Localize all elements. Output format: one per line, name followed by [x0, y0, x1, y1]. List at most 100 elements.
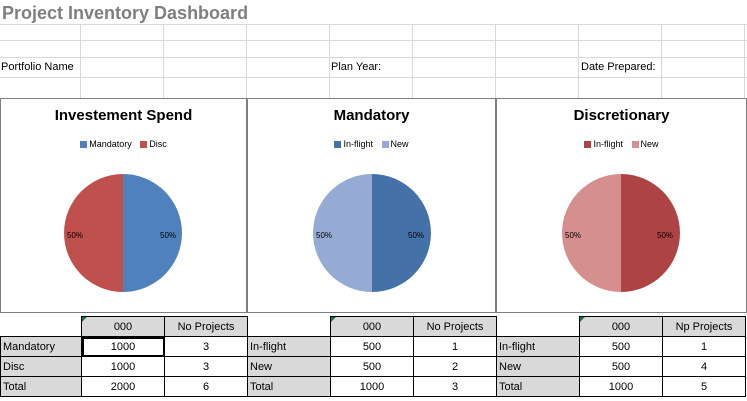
- legend-label: Disc: [149, 139, 167, 149]
- data-label: 50%: [565, 231, 582, 240]
- value-cell[interactable]: 500: [579, 356, 663, 377]
- count-cell[interactable]: 2: [413, 356, 497, 377]
- value-cell[interactable]: 500: [579, 336, 663, 357]
- chart-legend: In-flight New: [497, 139, 746, 149]
- legend-item: Mandatory: [80, 139, 132, 149]
- table-row: In-flight 500 1: [247, 336, 497, 357]
- column-header[interactable]: 000: [81, 316, 165, 337]
- data-label: 50%: [160, 231, 177, 240]
- row-label[interactable]: Total: [247, 376, 331, 397]
- page-title: Project Inventory Dashboard: [2, 3, 249, 23]
- pie-slice-disc[interactable]: [64, 174, 123, 292]
- table-row: Total 2000 6: [0, 376, 248, 397]
- count-cell[interactable]: 1: [413, 336, 497, 357]
- blank-cell[interactable]: [248, 317, 331, 337]
- legend-label: In-flight: [343, 139, 373, 149]
- gridline: [80, 24, 81, 98]
- pie-svg: [562, 174, 680, 292]
- chart-title: Investement Spend: [54, 107, 193, 124]
- legend-label: New: [640, 139, 659, 149]
- row-label[interactable]: In-flight: [496, 336, 580, 357]
- pie-slice-mandatory[interactable]: [123, 174, 182, 292]
- chart-title: Mandatory: [333, 107, 410, 124]
- count-cell[interactable]: 3: [164, 356, 248, 377]
- plan-year-label[interactable]: Plan Year:: [331, 61, 382, 73]
- chart-discretionary[interactable]: Discretionary In-flight New 50% 50%: [496, 98, 747, 313]
- legend-item: New: [381, 139, 409, 149]
- pie-slice-in-flight[interactable]: [372, 174, 431, 292]
- table-header-row: 000 No Projects: [1, 316, 248, 337]
- data-label: 50%: [657, 231, 674, 240]
- legend-item: New: [631, 139, 659, 149]
- legend-label: Mandatory: [89, 139, 132, 149]
- legend-item: Disc: [140, 139, 167, 149]
- comment-indicator-icon: [82, 317, 87, 322]
- column-header[interactable]: No Projects: [164, 316, 248, 337]
- count-cell[interactable]: 1: [662, 336, 746, 357]
- gridline: [661, 24, 662, 98]
- blank-cell[interactable]: [497, 317, 580, 337]
- pie-slice-new[interactable]: [562, 174, 621, 292]
- legend-item: In-flight: [334, 139, 373, 149]
- row-label[interactable]: New: [247, 356, 331, 377]
- value-cell[interactable]: 1000: [81, 356, 165, 377]
- column-header[interactable]: 000: [330, 316, 414, 337]
- column-header-label: 000: [611, 320, 631, 333]
- pie-slice-in-flight[interactable]: [621, 174, 680, 292]
- gridline: [578, 24, 579, 98]
- legend-label: New: [390, 139, 409, 149]
- table-row: Total 1000 5: [496, 376, 746, 397]
- legend-label: In-flight: [593, 139, 623, 149]
- gridline: [412, 24, 413, 98]
- data-label: 50%: [67, 231, 84, 240]
- table-row: New 500 2: [247, 356, 497, 377]
- value-cell[interactable]: 500: [330, 356, 414, 377]
- portfolio-name-label[interactable]: Portfolio Name: [1, 61, 74, 73]
- count-cell[interactable]: 3: [164, 336, 248, 357]
- value-cell[interactable]: 1000: [81, 336, 165, 357]
- legend-swatch: [381, 141, 389, 148]
- gridline: [0, 24, 747, 25]
- count-cell[interactable]: 5: [662, 376, 746, 397]
- chart-title: Discretionary: [573, 107, 670, 124]
- count-cell[interactable]: 4: [662, 356, 746, 377]
- gridline: [0, 57, 747, 58]
- table-header-row: 000 Np Projects: [497, 316, 746, 337]
- date-prepared-label[interactable]: Date Prepared:: [581, 61, 656, 73]
- table-discretionary: 000 Np Projects In-flight 500 1 New 500 …: [496, 316, 746, 397]
- chart-investment-spend[interactable]: Investement Spend Mandatory Disc 50% 50%: [0, 98, 247, 313]
- comment-indicator-icon: [580, 317, 585, 322]
- table-header-row: 000 No Projects: [248, 316, 497, 337]
- pie-svg: [313, 174, 431, 292]
- row-label[interactable]: Total: [0, 376, 82, 397]
- legend-swatch: [140, 141, 148, 148]
- row-label[interactable]: Disc: [0, 356, 82, 377]
- gridline: [744, 24, 745, 98]
- row-label[interactable]: In-flight: [247, 336, 331, 357]
- value-cell[interactable]: 500: [330, 336, 414, 357]
- gridline: [246, 24, 247, 98]
- column-header[interactable]: Np Projects: [662, 316, 746, 337]
- table-row: Disc 1000 3: [0, 356, 248, 377]
- table-row: New 500 4: [496, 356, 746, 377]
- count-cell[interactable]: 6: [164, 376, 248, 397]
- pie-slice-new[interactable]: [313, 174, 372, 292]
- row-label[interactable]: Mandatory: [0, 336, 82, 357]
- column-header[interactable]: 000: [579, 316, 663, 337]
- column-header-label: 000: [113, 320, 133, 333]
- gridline: [0, 77, 747, 78]
- value-cell[interactable]: 2000: [81, 376, 165, 397]
- table-row: Total 1000 3: [247, 376, 497, 397]
- value-cell[interactable]: 1000: [579, 376, 663, 397]
- column-header[interactable]: No Projects: [413, 316, 497, 337]
- legend-item: In-flight: [584, 139, 623, 149]
- data-label: 50%: [408, 231, 425, 240]
- row-label[interactable]: Total: [496, 376, 580, 397]
- count-cell[interactable]: 3: [413, 376, 497, 397]
- chart-mandatory[interactable]: Mandatory In-flight New 50% 50%: [247, 98, 496, 313]
- blank-cell[interactable]: [1, 317, 82, 337]
- legend-swatch: [631, 141, 639, 148]
- row-label[interactable]: New: [496, 356, 580, 377]
- gridline: [329, 24, 330, 98]
- value-cell[interactable]: 1000: [330, 376, 414, 397]
